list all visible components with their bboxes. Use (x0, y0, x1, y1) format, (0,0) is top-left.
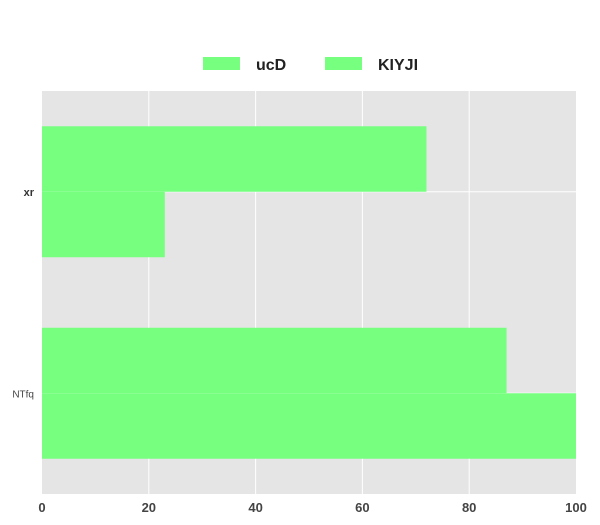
x-tick-label: 20 (142, 500, 156, 515)
bars (42, 126, 576, 459)
y-axis-categories: xr NTfq (12, 187, 34, 401)
category-label-xr: xr (24, 187, 35, 199)
legend-label-ucd: ucD (256, 57, 286, 74)
x-tick-label: 80 (462, 500, 476, 515)
bar-ucd-xr (42, 126, 427, 192)
category-label-ntfq: NTfq (12, 389, 34, 400)
legend-label-kiyji: KIYJI (378, 57, 418, 74)
x-tick-label: 60 (355, 500, 369, 515)
x-tick-label: 0 (38, 500, 45, 515)
x-tick-label: 100 (565, 500, 587, 515)
legend: ucD KIYJI (203, 57, 418, 74)
bar-kiyji-ntfq (42, 393, 576, 459)
legend-swatch-ucd (203, 57, 240, 70)
legend-swatch-kiyji (325, 57, 362, 70)
x-tick-label: 40 (248, 500, 262, 515)
x-axis-ticks: 0 20 40 60 80 100 (38, 500, 586, 515)
bar-ucd-ntfq (42, 327, 507, 394)
bar-kiyji-xr (42, 191, 165, 258)
